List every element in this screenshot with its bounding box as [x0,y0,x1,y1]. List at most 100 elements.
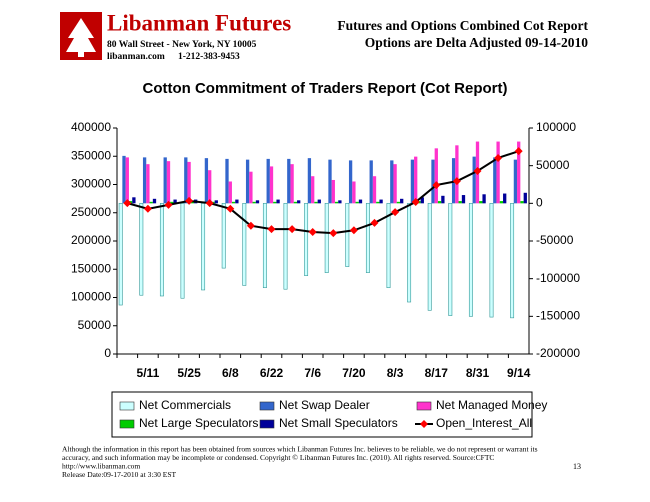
bar [434,148,438,204]
bar [369,160,373,204]
bar [441,195,445,204]
line-marker [329,229,338,238]
bar [166,161,171,204]
bar [269,166,274,204]
bar [304,203,309,276]
legend-label: Net Small Speculators [279,416,398,430]
bar [184,157,188,204]
bar [225,158,229,204]
bar [287,158,291,204]
bar [407,203,412,303]
chart-title: Cotton Commitment of Traders Report (Cot… [143,80,508,97]
disclaimer-line: http://www.libanman.com [62,462,140,471]
bar [489,203,494,318]
y-tick-label: 100000 [71,290,111,304]
bar [214,200,218,204]
bar [472,156,476,204]
bar [355,201,359,204]
x-tick-label: 6/22 [260,366,284,380]
logo-tree [66,18,96,52]
x-tick-label: 8/17 [425,366,449,380]
line-marker [349,226,358,235]
bar [482,194,486,204]
bar [517,141,521,204]
y-tick-label: 250000 [71,205,111,219]
bar [479,201,483,204]
bar [503,193,507,204]
bar [365,203,370,273]
report-title: Futures and Options Combined Cot Report [337,18,588,33]
website: libanman.com [107,52,165,62]
line-marker [123,199,132,208]
bar [513,159,518,204]
x-tick-label: 8/31 [466,366,490,380]
bar [283,203,288,290]
bar [345,203,350,267]
bar [328,159,332,204]
legend-label: Open_Interest_All [436,416,532,430]
bar [448,203,453,316]
line-marker [411,198,420,207]
report-subtitle: Options are Delta Adjusted 09-14-2010 [365,35,589,50]
legend-label: Net Managed Money [436,398,547,412]
bar [400,198,404,204]
legend-label: Net Large Speculators [139,416,258,430]
disclaimer-line: Release Date:09-17-2010 at 3:30 EST [62,470,177,479]
bar [146,164,150,204]
bar [208,170,212,204]
line-marker [391,208,400,217]
company-name: Libanman Futures [107,10,291,35]
x-tick-label: 8/3 [387,366,404,380]
y-tick-label: 50000 [78,318,112,332]
bar [393,164,397,204]
logo-trunk [78,52,84,57]
bar [338,200,342,204]
bar [314,201,318,204]
x-tick-label: 6/8 [222,366,239,380]
bar [427,203,432,311]
bar [307,158,312,204]
bar [242,203,247,286]
disclaimer-line: Although the information in this report … [62,445,538,454]
address: 80 Wall Street - New York, NY 10005 [107,40,257,50]
bar [324,203,329,273]
bar [235,199,239,204]
y-tick-label: 200000 [71,233,111,247]
bar [170,201,174,204]
bar [290,164,294,204]
y-tick-label: 300000 [71,177,111,191]
line-marker [308,227,317,236]
bar [499,201,504,204]
line-marker [226,204,235,213]
y2-tick-label: -50000 [536,233,574,247]
bar [437,201,442,204]
page-number: 13 [573,462,581,471]
bar [414,156,418,204]
legend-swatch [259,401,275,411]
x-tick-label: 9/14 [507,366,531,380]
bar [496,141,500,204]
bar [149,201,153,204]
bar [125,157,129,204]
x-tick-label: 5/11 [137,366,160,380]
legend-swatch-marker [420,420,428,428]
line-marker [432,181,441,190]
bar [348,160,353,204]
bar [190,201,195,204]
bar [245,159,250,204]
legend-swatch [119,419,135,429]
bar [334,201,339,204]
line-marker [164,200,173,209]
bar [420,197,424,204]
line-marker [143,204,152,213]
bar [221,203,226,269]
bar [163,157,167,204]
line-marker [473,166,482,175]
line-marker [267,225,276,234]
y-tick-label: 150000 [71,261,111,275]
bar [379,199,383,204]
bar [262,203,267,289]
bar [139,203,144,296]
bar [396,201,401,204]
